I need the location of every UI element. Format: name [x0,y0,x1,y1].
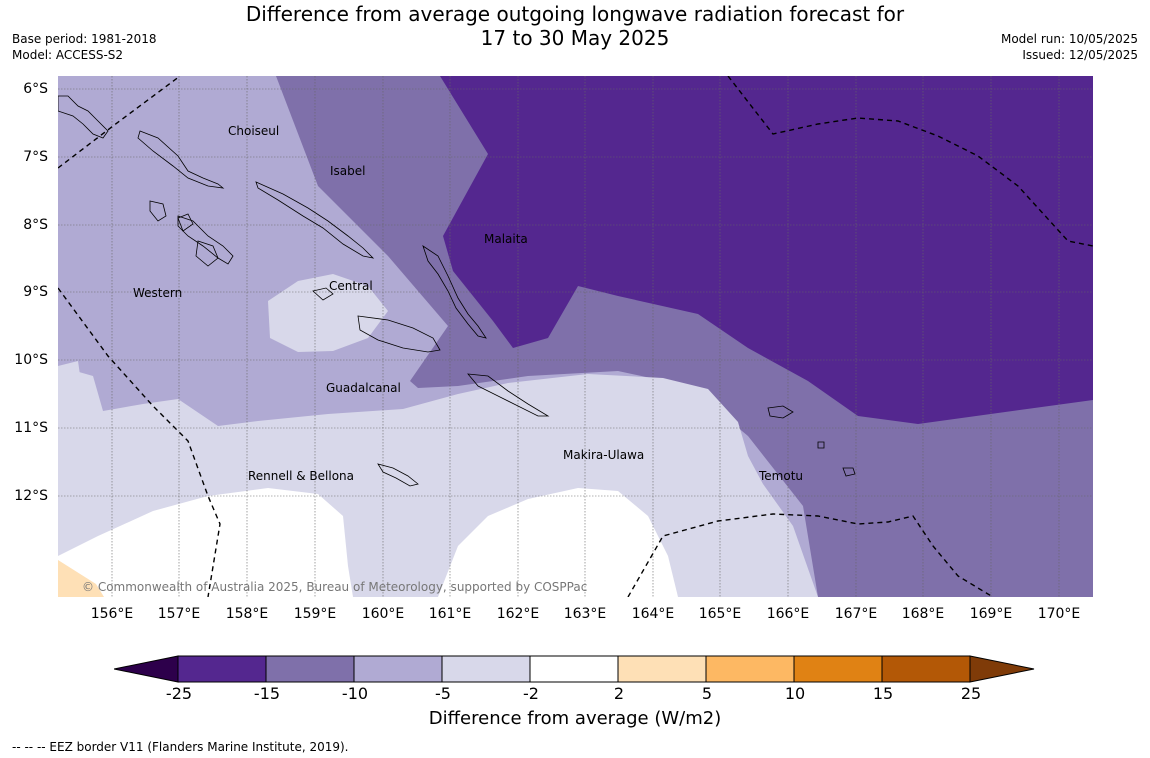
colorbar-segment [529,655,619,683]
model-run: Model run: 10/05/2025 [1000,32,1138,46]
lat-label: 12°S [14,488,48,504]
copyright-notice: © Commonwealth of Australia 2025, Bureau… [82,580,588,594]
makira-island [467,373,550,417]
lon-label: 168°E [901,606,945,622]
new-georgia [177,215,234,265]
colorbar-arrow-low [114,655,179,683]
lon-label: 156°E [90,606,134,622]
issued-date: Issued: 12/05/2025 [1022,48,1138,62]
isabel-island [255,181,375,259]
colorbar-tick: -2 [523,684,539,703]
florida-islands [312,287,334,301]
rennell-island [377,463,419,487]
label-temotu: Temotu [759,469,804,483]
colorbar-tick: 15 [872,684,894,703]
lat-label: 11°S [14,420,48,436]
colorbar-arrow-high [969,655,1035,683]
label-central: Central [329,279,373,293]
label-western: Western [133,286,183,300]
base-period: Base period: 1981-2018 [12,32,157,46]
band-m2-p2-central [438,488,678,597]
eez-note: -- -- -- EEZ border V11 (Flanders Marine… [12,740,349,754]
run-info: Model run: 10/05/2025 Issued: 12/05/2025 [1001,31,1138,63]
malaita-island [422,245,487,339]
band-p2-p5 [58,560,104,597]
rendova [195,240,219,267]
colorbar [114,655,1035,683]
base-info: Base period: 1981-2018 Model: ACCESS-S2 [12,31,157,63]
lon-label: 159°E [293,606,337,622]
guadalcanal-island [357,315,441,353]
model-name: Model: ACCESS-S2 [12,48,124,62]
colorbar-segment [441,655,531,683]
colorbar-tick: 5 [701,684,713,703]
title-line-1: Difference from average outgoing longwav… [245,2,905,26]
band-m2-p2-west [58,488,353,597]
colorbar-segments [114,655,1035,683]
label-malaita: Malaita [484,232,528,246]
gridlines [58,76,1093,597]
kolombangara [177,213,194,232]
lon-label: 158°E [225,606,269,622]
band-m5-m2-pocket [268,274,388,352]
colorbar-tick: -15 [253,684,281,703]
santa-cruz [767,405,794,419]
colorbar-tick: -10 [341,684,369,703]
colorbar-segment [353,655,443,683]
map-title: Difference from average outgoing longwav… [0,2,1150,50]
colorbar-segment [881,655,971,683]
label-guadalcanal: Guadalcanal [326,381,401,395]
band-m5-m2-edge [58,361,83,401]
colorbar-tick: 10 [784,684,806,703]
eez-borders [58,76,1093,597]
colorbar-segment [265,655,355,683]
band-lt-m15 [440,76,1093,424]
lat-label: 8°S [23,217,48,233]
lon-label: 166°E [766,606,810,622]
label-choiseul: Choiseul [228,124,280,138]
lat-label: 6°S [23,81,48,97]
colorbar-tick: -5 [435,684,451,703]
label-rennell-bellona: Rennell & Bellona [248,469,355,483]
lon-label: 160°E [361,606,405,622]
colorbar-segment [705,655,795,683]
colorbar-tick: 2 [613,684,625,703]
label-isabel: Isabel [330,164,366,178]
colorbar-segment [617,655,707,683]
title-line-2: 17 to 30 May 2025 [480,26,670,50]
colorbar-tick: 25 [960,684,982,703]
coastlines [58,95,856,487]
utupua [842,467,856,477]
lon-label: 170°E [1037,606,1081,622]
lon-label: 162°E [496,606,540,622]
lat-label: 9°S [23,284,48,300]
bougainville [58,95,109,139]
lon-label: 164°E [631,606,675,622]
colorbar-tick: -25 [165,684,193,703]
lon-label: 157°E [157,606,201,622]
lon-label: 167°E [834,606,878,622]
choiseul-island [137,130,225,189]
label-makira-ulawa: Makira-Ulawa [563,448,645,462]
lon-label: 165°E [698,606,742,622]
lat-label: 10°S [14,352,48,368]
lon-label: 161°E [428,606,472,622]
vanikoro [817,441,825,449]
colorbar-label: Difference from average (W/m2) [428,708,722,729]
lon-label: 163°E [563,606,607,622]
colorbar-segment [793,655,883,683]
colorbar-segment [177,655,267,683]
lon-label: 169°E [969,606,1013,622]
lat-label: 7°S [23,149,48,165]
vella-lavella [149,200,167,222]
forecast-map [58,76,1093,597]
